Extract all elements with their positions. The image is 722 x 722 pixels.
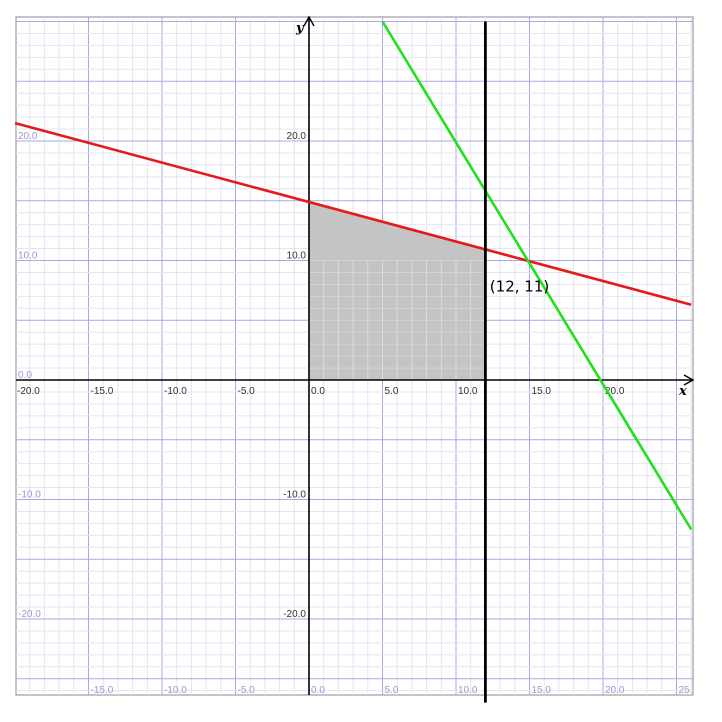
y-tick-label: 20.0 (287, 131, 307, 142)
annotations: (12, 11) (490, 278, 549, 296)
grid (16, 17, 693, 695)
x-tick-label-bottom: 25. (679, 685, 693, 696)
x-tick-label-bottom: 15.0 (532, 685, 552, 696)
x-tick-label: 10.0 (458, 386, 478, 397)
shaded-feasible-region (309, 200, 486, 380)
x-tick-label-bottom: -15.0 (91, 685, 114, 696)
x-tick-label-bottom: -5.0 (238, 685, 256, 696)
x-tick-label: -20.0 (17, 386, 40, 397)
x-tick-label: 5.0 (385, 386, 399, 397)
y-tick-label-left: 0.0 (18, 370, 32, 381)
tick-labels: -20.0 -15.0 -10.0 -5.0 0.0 5.0 10.0 15.0 20.0 -15… (17, 131, 692, 696)
x-tick-label: -15.0 (91, 386, 114, 397)
y-tick-label: -10.0 (283, 490, 306, 501)
axes: x y (16, 15, 695, 695)
x-tick-label-bottom: -10.0 (164, 685, 187, 696)
y-tick-label: 10.0 (287, 251, 307, 262)
series-line-2 (381, 20, 693, 531)
y-tick-label-left: 10.0 (18, 251, 38, 262)
plotted-lines (14, 20, 693, 703)
series-line-1 (14, 121, 692, 306)
y-tick-label-left: -20.0 (18, 609, 41, 620)
x-tick-label: -10.0 (164, 386, 187, 397)
y-tick-label: -20.0 (283, 609, 306, 620)
x-tick-label-bottom: 10.0 (458, 685, 478, 696)
x-tick-label-bottom: 0.0 (311, 685, 325, 696)
x-axis-arrow (683, 374, 695, 386)
x-tick-label: 0.0 (311, 386, 325, 397)
x-tick-label: 15.0 (532, 386, 552, 397)
intersection-label: (12, 11) (490, 278, 549, 296)
x-tick-label: 20.0 (605, 386, 625, 397)
y-tick-label-left: -10.0 (18, 490, 41, 501)
x-axis-label: x (678, 384, 687, 399)
x-tick-label-bottom: 20.0 (605, 685, 625, 696)
y-tick-label-left: 20.0 (18, 131, 38, 142)
x-tick-label-bottom: 5.0 (385, 685, 399, 696)
y-axis-arrow (303, 15, 315, 27)
y-axis-label: y (295, 21, 305, 36)
x-tick-label: -5.0 (238, 386, 256, 397)
